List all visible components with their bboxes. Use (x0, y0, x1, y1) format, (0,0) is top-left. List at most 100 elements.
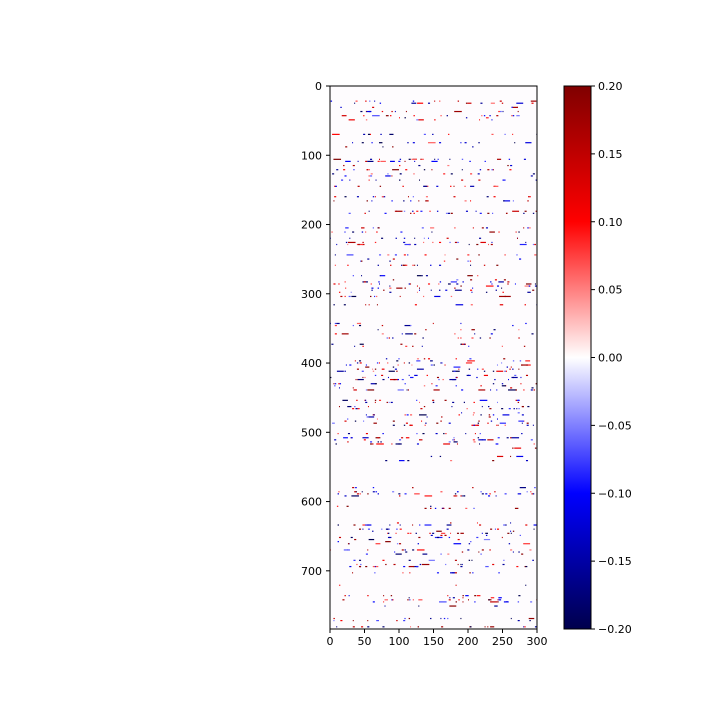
heatmap-cell (365, 366, 370, 368)
heatmap-cell (436, 530, 442, 532)
heatmap-cell (504, 424, 506, 426)
heatmap-cell (362, 528, 364, 530)
heatmap-cell (494, 185, 499, 187)
heatmap-cell (416, 119, 419, 121)
heatmap-cell (396, 370, 398, 372)
heatmap-cell (480, 241, 486, 244)
heatmap-cell (510, 164, 513, 167)
heatmap-cell (465, 432, 467, 435)
heatmap-cell (478, 439, 486, 441)
heatmap-cell (534, 447, 537, 449)
heatmap-cell (504, 295, 511, 298)
heatmap-cell (345, 287, 347, 289)
heatmap-cell (395, 237, 397, 239)
heatmap-cell (356, 368, 359, 370)
heatmap-cell (401, 437, 404, 439)
heatmap-cell (523, 626, 526, 628)
heatmap-cell (503, 200, 505, 202)
heatmap-cell (478, 551, 480, 553)
heatmap-cell (461, 169, 463, 171)
heatmap-cell (477, 173, 480, 175)
heatmap-cell (403, 200, 405, 202)
heatmap-cell (410, 376, 414, 379)
heatmap-cell (399, 528, 402, 530)
heatmap-cell (412, 487, 414, 489)
heatmap-cell (419, 414, 427, 416)
heatmap-cell (359, 493, 361, 495)
heatmap-cell (521, 364, 523, 366)
heatmap-cell (531, 102, 534, 104)
heatmap-cell (374, 295, 376, 298)
heatmap-cell (411, 102, 417, 104)
heatmap-cell (434, 507, 437, 509)
heatmap-cell (356, 563, 358, 566)
heatmap-cell (464, 142, 467, 144)
heatmap-cell (419, 289, 421, 291)
heatmap-cell (509, 368, 511, 370)
heatmap-cell (490, 528, 493, 530)
heatmap-cell (457, 538, 460, 541)
heatmap-cell (516, 399, 520, 401)
heatmap-cell (407, 142, 409, 144)
heatmap-cell (388, 370, 395, 372)
heatmap-cell (412, 196, 414, 198)
heatmap-cell (399, 460, 405, 462)
heatmap-cell (374, 241, 377, 244)
heatmap-cell (373, 414, 375, 416)
heatmap-cell (471, 291, 473, 293)
heatmap-cell (385, 175, 391, 177)
heatmap-cell (336, 370, 344, 372)
heatmap-cell (418, 164, 421, 167)
heatmap-cell (357, 185, 360, 187)
heatmap-cell (377, 287, 379, 289)
heatmap-cell (401, 264, 403, 266)
heatmap-cell (513, 408, 515, 410)
heatmap-cell (519, 243, 527, 246)
heatmap-cell (499, 422, 506, 424)
heatmap-cell (521, 364, 529, 366)
heatmap-cell (507, 283, 509, 285)
heatmap-cell (403, 237, 406, 239)
heatmap-cell (406, 414, 409, 416)
heatmap-cell (361, 275, 363, 277)
heatmap-cell (365, 414, 367, 416)
heatmap-cell (430, 289, 432, 291)
heatmap-cell (334, 385, 336, 387)
heatmap-cell (472, 572, 474, 574)
heatmap-cell (334, 383, 337, 385)
colorbar-tick-label: 0.00 (598, 352, 623, 365)
heatmap-cell (483, 374, 489, 377)
heatmap-cell (461, 179, 464, 181)
heatmap-cell (416, 432, 418, 435)
heatmap-cell (534, 243, 536, 246)
heatmap-cell (410, 626, 412, 628)
heatmap-cell (347, 543, 350, 545)
heatmap-cell (354, 420, 357, 422)
heatmap-cell (439, 455, 442, 458)
heatmap-cell (421, 420, 423, 422)
heatmap-cell (347, 264, 349, 266)
heatmap-cell (474, 432, 476, 435)
heatmap-cell (532, 493, 535, 495)
heatmap-cell (349, 565, 352, 568)
heatmap-cell (490, 601, 498, 603)
heatmap-cell (364, 212, 366, 214)
heatmap-cell (352, 142, 354, 144)
heatmap-cell (450, 212, 453, 214)
heatmap-cell (417, 102, 424, 104)
heatmap-cell (525, 374, 529, 377)
heatmap-cell (517, 412, 520, 414)
heatmap-cell (454, 559, 457, 561)
heatmap-cell (379, 275, 381, 277)
heatmap-cell (452, 439, 455, 441)
heatmap-cell (376, 443, 384, 445)
heatmap-cell (372, 227, 374, 229)
heatmap-cell (390, 595, 393, 597)
heatmap-cell (356, 493, 359, 495)
heatmap-cell (527, 405, 530, 408)
heatmap-cell (354, 360, 356, 362)
heatmap-cell (470, 173, 473, 175)
heatmap-cell (528, 227, 531, 229)
heatmap-cell (416, 285, 418, 287)
heatmap-cell (516, 237, 518, 239)
